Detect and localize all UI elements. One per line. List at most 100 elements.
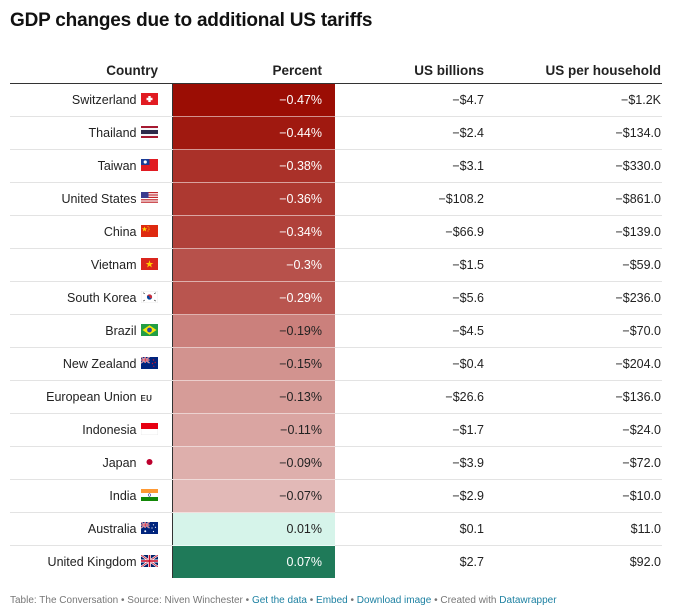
- table-row: India −0.07% −$2.9 −$10.0: [10, 479, 662, 513]
- percent-cell: −0.09%: [171, 446, 335, 480]
- brazil-flag-icon: [140, 324, 158, 336]
- billions-cell: −$4.7: [335, 83, 485, 117]
- household-cell: −$10.0: [485, 479, 662, 513]
- footer-sep: •: [347, 595, 357, 606]
- table-row: European Union EU −0.13% −$26.6 −$136.0: [10, 380, 662, 414]
- table-row: Taiwan −0.38% −$3.1 −$330.0: [10, 149, 662, 183]
- footer-source: Table: The Conversation • Source: Niven …: [10, 595, 252, 606]
- table-row: Japan −0.09% −$3.9 −$72.0: [10, 446, 662, 480]
- country-cell: India: [10, 479, 172, 513]
- south-korea-flag-icon: [140, 291, 158, 303]
- get-data-link[interactable]: Get the data: [251, 595, 307, 606]
- country-cell: Australia: [10, 512, 172, 546]
- household-cell: $92.0: [629, 555, 661, 569]
- billions-cell: −$2.9: [335, 479, 485, 513]
- household-cell: −$861.0: [485, 182, 662, 216]
- footer-created-with: • Created with: [431, 595, 500, 606]
- header-billions[interactable]: US billions: [335, 57, 485, 84]
- percent-cell: −0.15%: [171, 347, 335, 381]
- united-states-flag-icon: [140, 192, 158, 204]
- household-cell: −$59.0: [485, 248, 662, 282]
- header-country[interactable]: Country: [10, 57, 172, 84]
- table-row: United States −0.36% −$108.2 −$861.0: [10, 182, 662, 216]
- billions-cell: −$1.7: [335, 413, 485, 447]
- country-cell: United Kingdom: [10, 546, 172, 579]
- table-header-row: Country Percent US billions US per house…: [10, 57, 662, 84]
- new-zealand-flag-icon: [140, 357, 158, 369]
- percent-cell: −0.44%: [171, 116, 335, 150]
- percent-cell: −0.29%: [171, 281, 335, 315]
- percent-cell: 0.01%: [171, 512, 335, 546]
- australia-flag-icon: [140, 522, 158, 534]
- country-name: United Kingdom: [47, 555, 137, 569]
- billions-cell: −$2.4: [335, 116, 485, 150]
- household-cell: −$24.0: [485, 413, 662, 447]
- country-cell: China: [10, 215, 172, 249]
- household-cell: −$134.0: [485, 116, 662, 150]
- table-row: Vietnam −0.3% −$1.5 −$59.0: [10, 248, 662, 282]
- household-cell: −$136.0: [485, 380, 662, 414]
- embed-link[interactable]: Embed: [316, 595, 348, 606]
- header-percent[interactable]: Percent: [172, 57, 335, 84]
- billions-cell: −$4.5: [335, 314, 485, 348]
- taiwan-flag-icon: [140, 159, 158, 171]
- country-name: Indonesia: [82, 423, 137, 437]
- country-cell: New Zealand: [10, 347, 172, 381]
- country-name: Australia: [87, 522, 137, 536]
- percent-cell: −0.34%: [171, 215, 335, 249]
- table-row: China −0.34% −$66.9 −$139.0: [10, 215, 662, 249]
- household-cell: −$330.0: [485, 149, 662, 183]
- percent-cell: −0.19%: [171, 314, 335, 348]
- country-name: India: [109, 489, 137, 503]
- billions-cell: −$26.6: [335, 380, 485, 414]
- household-cell: −$1.2K: [485, 83, 662, 117]
- table-row: New Zealand −0.15% −$0.4 −$204.0: [10, 347, 662, 381]
- country-name: South Korea: [67, 291, 137, 305]
- billions-cell: −$108.2: [335, 182, 485, 216]
- gdp-table: Country Percent US billions US per house…: [10, 57, 662, 578]
- datawrapper-link[interactable]: Datawrapper: [499, 595, 557, 606]
- table-row: South Korea −0.29% −$5.6 −$236.0: [10, 281, 662, 315]
- table-row: Indonesia −0.11% −$1.7 −$24.0: [10, 413, 662, 447]
- india-flag-icon: [140, 489, 158, 501]
- country-cell: Indonesia: [10, 413, 172, 447]
- household-cell: −$236.0: [485, 281, 662, 315]
- country-name: United States: [61, 192, 137, 206]
- table-body: Switzerland −0.47% −$4.7 −$1.2K Thailand −0.4…: [10, 83, 662, 579]
- footer: Table: The Conversation • Source: Niven …: [10, 595, 557, 606]
- country-cell: Vietnam: [10, 248, 172, 282]
- percent-cell: −0.13%: [171, 380, 335, 414]
- country-name: Taiwan: [97, 159, 137, 173]
- country-name: China: [103, 225, 137, 239]
- billions-cell: −$3.9: [335, 446, 485, 480]
- percent-cell: −0.36%: [171, 182, 335, 216]
- country-name: Switzerland: [71, 93, 137, 107]
- vietnam-flag-icon: [140, 258, 158, 270]
- country-name: Brazil: [105, 324, 137, 338]
- table-row: Brazil −0.19% −$4.5 −$70.0: [10, 314, 662, 348]
- percent-cell: −0.3%: [171, 248, 335, 282]
- billions-cell: −$3.1: [335, 149, 485, 183]
- household-cell: −$70.0: [485, 314, 662, 348]
- china-flag-icon: [140, 225, 158, 237]
- country-name: Japan: [102, 456, 137, 470]
- household-cell: $11.0: [485, 512, 662, 546]
- header-household[interactable]: US per household: [485, 57, 662, 84]
- percent-cell: −0.38%: [171, 149, 335, 183]
- country-cell: South Korea: [10, 281, 172, 315]
- household-cell: −$139.0: [485, 215, 662, 249]
- country-cell: Brazil: [10, 314, 172, 348]
- chart-title: GDP changes due to additional US tariffs: [10, 10, 373, 31]
- percent-cell: −0.07%: [171, 479, 335, 513]
- table-row: Switzerland −0.47% −$4.7 −$1.2K: [10, 83, 662, 117]
- switzerland-flag-icon: [140, 93, 158, 105]
- country-name: European Union: [46, 389, 137, 404]
- percent-cell: −0.11%: [171, 413, 335, 447]
- eu-flag-text: EU: [140, 393, 153, 403]
- download-image-link[interactable]: Download image: [356, 595, 432, 606]
- thailand-flag-icon: [140, 126, 158, 138]
- country-cell: Taiwan: [10, 149, 172, 183]
- country-name: New Zealand: [62, 357, 137, 371]
- billions-cell: −$0.4: [335, 347, 485, 381]
- percent-cell: 0.07%: [171, 545, 335, 578]
